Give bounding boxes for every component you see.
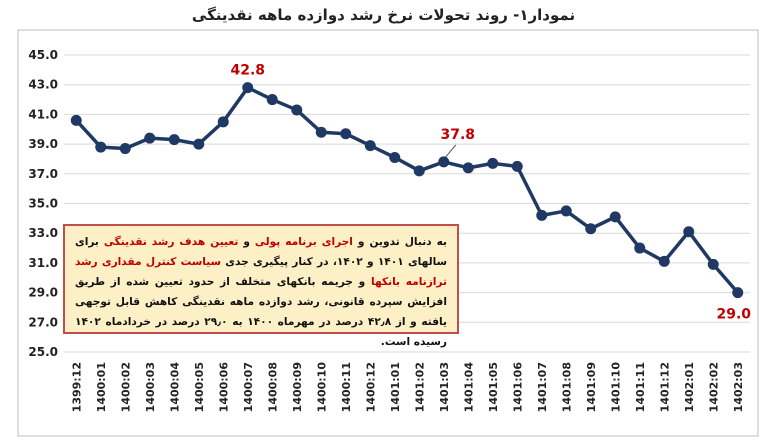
x-tick-label: 1400:10	[315, 362, 328, 413]
data-label: 42.8	[230, 63, 265, 79]
note-text: به دنبال تدوین و	[352, 236, 447, 248]
x-tick-label: 1401:10	[609, 362, 622, 413]
series-line	[74, 85, 740, 294]
y-tick-label: 43.0	[28, 78, 58, 92]
y-tick-label: 31.0	[28, 256, 58, 270]
x-tick-label: 1402:01	[683, 362, 696, 412]
y-tick-label: 45.0	[28, 48, 58, 62]
data-label: 37.8	[440, 127, 475, 143]
data-point	[217, 116, 229, 128]
data-point	[266, 94, 278, 106]
x-tick-label: 1401:12	[658, 362, 671, 412]
x-tick-label: 1400:08	[266, 362, 279, 412]
y-tick-label: 29.0	[28, 286, 58, 300]
data-point	[511, 160, 523, 172]
x-tick-label: 1400:04	[168, 362, 181, 413]
note-highlight-text: اجرای برنامه پولی	[254, 236, 353, 248]
data-point	[95, 141, 107, 153]
data-point	[438, 156, 450, 168]
data-point	[364, 140, 376, 152]
y-tick-label: 25.0	[28, 345, 58, 359]
data-point	[119, 143, 131, 155]
x-tick-label: 1400:09	[291, 362, 304, 412]
data-point	[487, 157, 499, 169]
x-tick-label: 1401:05	[487, 362, 500, 412]
data-point	[193, 138, 205, 150]
x-tick-label: 1402:02	[707, 362, 720, 412]
x-tick-label: 1400:03	[144, 362, 157, 412]
x-tick-label: 1401:07	[536, 362, 549, 412]
chart-title: نمودار۱- روند تحولات نرخ رشد دوازده ماهه…	[191, 6, 576, 24]
x-tick-label: 1400:05	[193, 362, 206, 412]
note-box: به دنبال تدوین و اجرای برنامه پولی و تعی…	[63, 224, 459, 348]
data-point	[658, 255, 670, 267]
y-tick-label: 35.0	[28, 197, 58, 211]
data-point	[683, 226, 695, 238]
data-point	[732, 287, 744, 299]
data-point	[634, 242, 646, 254]
data-point	[536, 209, 548, 221]
data-point	[413, 165, 425, 177]
x-tick-label: 1400:07	[242, 362, 255, 412]
x-tick-label: 1401:06	[511, 362, 524, 413]
note-highlight-text: سیاست کنترل مقداری رشد ترازنامه بانکها	[75, 256, 447, 288]
x-tick-label: 1401:08	[560, 362, 573, 412]
x-tick-label: 1400:11	[340, 362, 353, 412]
x-tick-label: 1401:04	[462, 362, 475, 413]
data-point	[585, 223, 597, 235]
note-text: برای سالهای ۱۴۰۱ و ۱۴۰۲، در کنار پیگیری …	[75, 236, 447, 268]
data-point	[560, 205, 572, 217]
x-tick-label: 1401:02	[413, 362, 426, 412]
data-point	[144, 132, 156, 144]
y-tick-label: 27.0	[28, 315, 58, 329]
data-point	[168, 134, 180, 146]
x-tick-label: 1400:01	[95, 362, 108, 412]
data-point	[315, 126, 327, 138]
note-highlight-text: تعیین هدف رشد نقدینگی	[103, 236, 239, 248]
x-tick-label: 1402:03	[732, 362, 745, 412]
chart-border	[17, 29, 759, 437]
x-tick-label: 1401:09	[585, 362, 598, 412]
data-point	[340, 128, 352, 140]
data-point	[389, 151, 401, 163]
data-point	[70, 114, 82, 126]
note-text: و جریمه بانکهای متخلف از حدود تعیین شده …	[75, 276, 447, 348]
x-tick-label: 1400:06	[217, 362, 230, 413]
y-tick-label: 33.0	[28, 226, 58, 240]
note-text: و	[238, 236, 255, 248]
annotation-leader	[445, 144, 457, 158]
x-tick-label: 1400:12	[364, 362, 377, 412]
data-point	[462, 162, 474, 174]
x-tick-label: 1399:12	[70, 362, 83, 412]
x-tick-label: 1400:02	[119, 362, 132, 412]
data-point	[242, 82, 254, 94]
data-point	[609, 211, 621, 223]
y-tick-label: 41.0	[28, 107, 58, 121]
data-point	[291, 104, 303, 116]
y-tick-label: 37.0	[28, 167, 58, 181]
x-tick-label: 1401:01	[389, 362, 402, 412]
x-tick-label: 1401:11	[634, 362, 647, 412]
data-point	[707, 258, 719, 270]
x-tick-label: 1401:03	[438, 362, 451, 412]
data-label: 29.0	[716, 307, 751, 323]
y-tick-label: 39.0	[28, 137, 58, 151]
